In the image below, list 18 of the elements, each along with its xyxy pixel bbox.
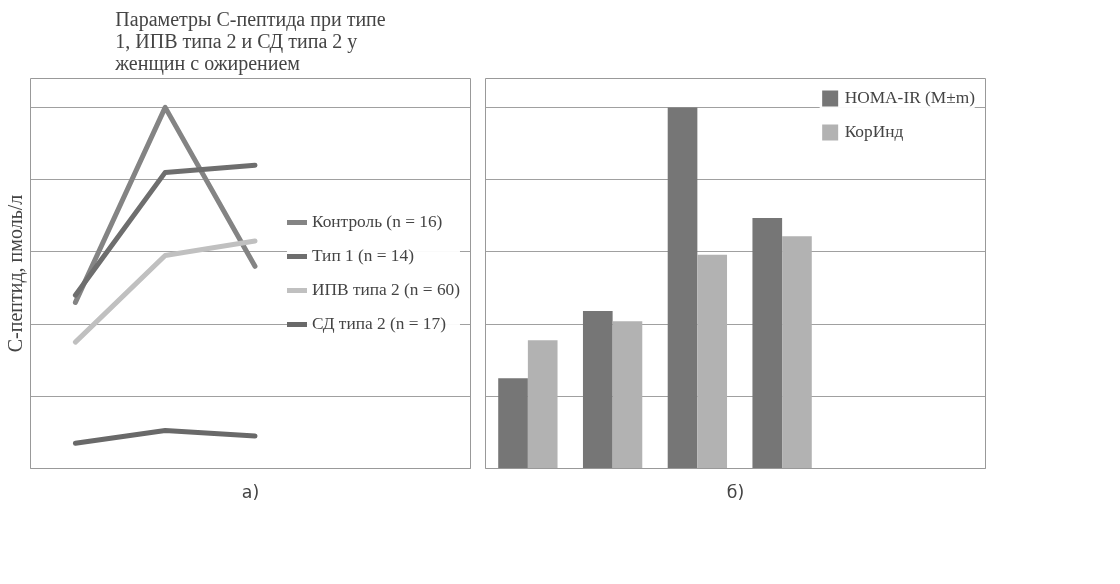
legend-label: HOMA-IR (M±m): [844, 88, 975, 108]
chart-title: Параметры С-пептида при типе 1, ИПВ типа 2 и СД типа 2 у женщин с ожирением: [114, 7, 386, 75]
legend-label: КорИнд: [844, 122, 904, 142]
bar: [697, 254, 728, 469]
legend-label: Тип 1 (n = 14): [311, 246, 414, 266]
bar: [582, 311, 613, 469]
bar: [752, 217, 783, 469]
bar: [667, 107, 698, 469]
y-axis-title: С-пептид, пмоль/л: [3, 194, 27, 353]
bar: [612, 321, 643, 469]
bar: [782, 236, 812, 469]
legend-label: СД типа 2 (n = 17): [311, 314, 446, 334]
text: а): [241, 481, 260, 502]
text: б): [726, 481, 745, 502]
bar: [498, 378, 528, 469]
legend-label: Контроль (n = 16): [311, 212, 443, 232]
bar: [527, 340, 558, 469]
legend-label: ИПВ типа 2 (n = 60): [311, 280, 460, 300]
